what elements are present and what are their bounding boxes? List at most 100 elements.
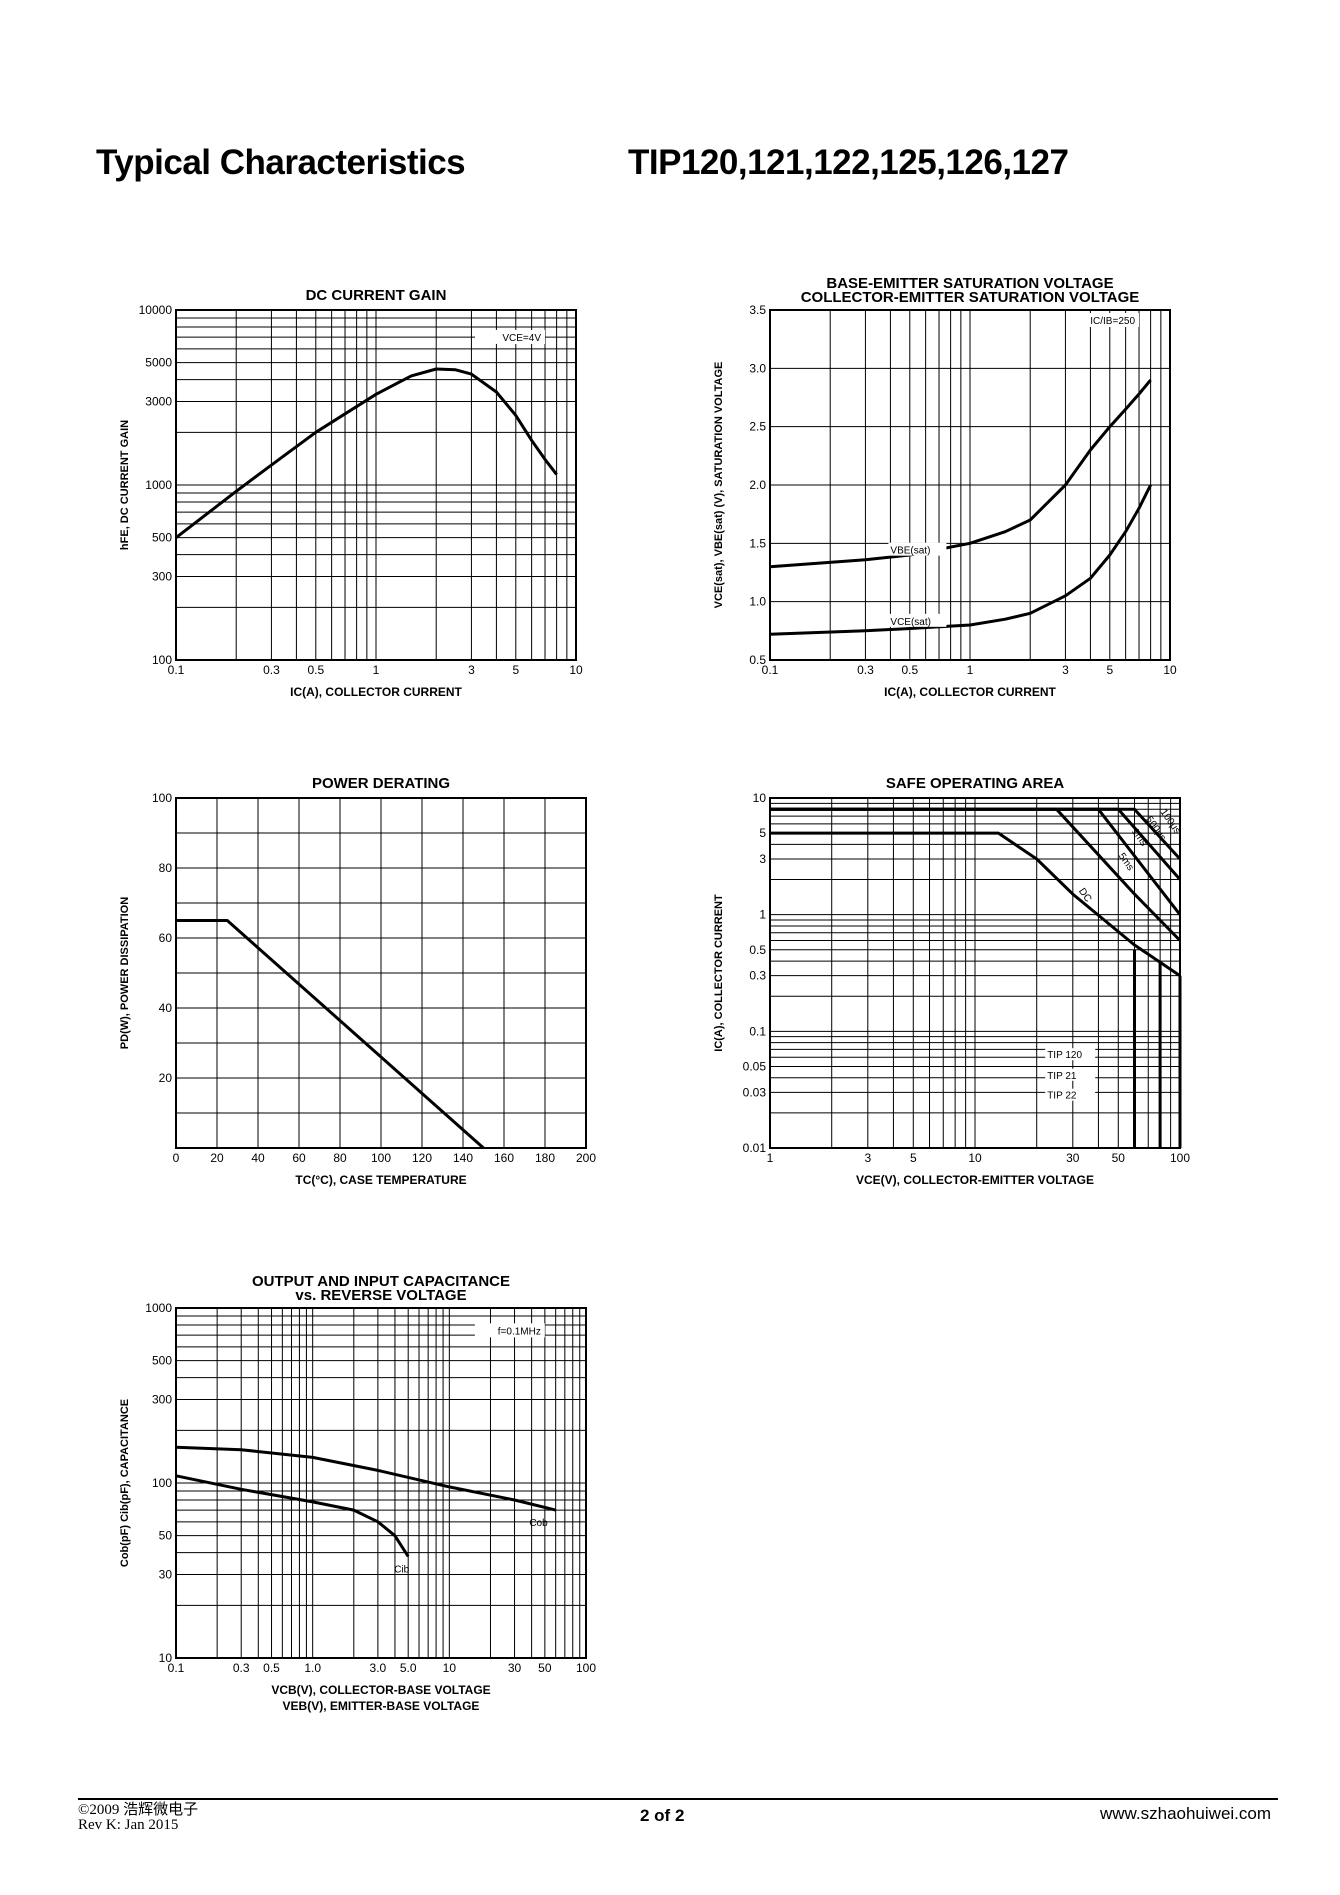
legend-entry: TIP 22: [1047, 1091, 1077, 1102]
y-tick-label: 5: [759, 826, 766, 840]
chart-subtitle: COLLECTOR-EMITTER SATURATION VOLTAGE: [801, 289, 1140, 306]
y-tick-label: 5000: [145, 356, 172, 370]
plot-frame: [769, 309, 1171, 661]
chart-svg: POWER DERATING 0 20 40 60 80 100 120 140 160 180 20…: [119, 775, 596, 1187]
x-tick-label: 1.0: [304, 1661, 321, 1675]
legend-background: [1045, 1048, 1096, 1061]
chart-title: SAFE OPERATING AREA: [886, 775, 1065, 792]
y-tick-label: 1000: [145, 1301, 172, 1315]
y-tick-label: 0.05: [743, 1059, 767, 1073]
chart-annotation: f=0.1MHz: [498, 1326, 541, 1337]
x-tick-label: 40: [251, 1151, 265, 1165]
part-numbers-heading: TIP120,121,122,125,126,127: [628, 143, 1069, 182]
chart-title: DC CURRENT GAIN: [306, 287, 447, 304]
y-tick-label: 0.5: [749, 653, 766, 667]
y-tick-label: 500: [152, 531, 172, 545]
annotation-background: [474, 1323, 545, 1338]
x-axis-label: TC(°C), CASE TEMPERATURE: [295, 1173, 466, 1187]
y-tick-label: 300: [152, 570, 172, 584]
y-tick-label: 10: [753, 791, 767, 805]
series-line-vbe-sat-: [769, 379, 1152, 569]
y-tick-label: 3.0: [749, 361, 766, 375]
capacitance-chart: OUTPUT AND INPUT CAPACITANCE vs. REVERSE …: [96, 1268, 616, 1728]
y-tick-label: 0.03: [743, 1085, 767, 1099]
curve-label: DC: [1076, 886, 1093, 904]
plot-frame: [769, 797, 1181, 1149]
x-axis-label: VCE(V), COLLECTOR-EMITTER VOLTAGE: [856, 1173, 1094, 1187]
y-tick-label: 60: [159, 931, 173, 945]
y-tick-label: 100: [152, 1476, 172, 1490]
x-tick-label: 3: [1062, 663, 1069, 677]
x-tick-label: 160: [494, 1151, 514, 1165]
x-tick-label: 0.5: [307, 663, 324, 677]
dc-current-gain-chart: DC CURRENT GAIN 0.1 0.3 0.5 1 3 5 10 100 300 500 10…: [96, 270, 616, 710]
x-tick-label: 0: [173, 1151, 180, 1165]
x-tick-label: 200: [576, 1151, 596, 1165]
x-axis-label: VCB(V), COLLECTOR-BASE VOLTAGE: [271, 1683, 490, 1697]
chart-subtitle: vs. REVERSE VOLTAGE: [295, 1287, 466, 1304]
x-tick-label: 5: [512, 663, 519, 677]
y-tick-label: 2.0: [749, 478, 766, 492]
chart-title: POWER DERATING: [312, 775, 450, 792]
x-tick-label: 3: [468, 663, 475, 677]
x-tick-label: 60: [292, 1151, 306, 1165]
x-tick-label: 5.0: [400, 1661, 417, 1675]
x-tick-label: 0.3: [857, 663, 874, 677]
x-tick-label: 10: [443, 1661, 457, 1675]
y-tick-label: 2.5: [749, 420, 766, 434]
safe-operating-area-chart: SAFE OPERATING AREA 1 3 5 10 30 50 100 0.01 0.03 0…: [700, 768, 1220, 1218]
chart-title: BASE-EMITTER SATURATION VOLTAGE: [826, 275, 1113, 292]
y-tick-label: 1000: [145, 478, 172, 492]
y-tick-label: 40: [159, 1001, 173, 1015]
x-tick-label: 3.0: [370, 1661, 387, 1675]
x-tick-label: 100: [1170, 1151, 1190, 1165]
series-label: VCE(sat): [890, 617, 931, 628]
x-tick-label: 80: [333, 1151, 347, 1165]
y-tick-label: 500: [152, 1354, 172, 1368]
x-tick-label: 0.3: [233, 1661, 250, 1675]
chart-title: OUTPUT AND INPUT CAPACITANCE: [252, 1273, 510, 1290]
x-tick-label: 1: [373, 663, 380, 677]
y-tick-label: 300: [152, 1393, 172, 1407]
y-tick-label: 100: [152, 791, 172, 805]
saturation-voltage-chart: BASE-EMITTER SATURATION VOLTAGE COLLECTOR…: [700, 270, 1220, 710]
x-tick-label: 0.1: [168, 663, 185, 677]
x-tick-label: 1: [767, 1151, 774, 1165]
series-line-cib: [175, 1474, 410, 1558]
legend-entry: TIP 21: [1047, 1071, 1077, 1082]
y-tick-label: 30: [159, 1568, 173, 1582]
x-tick-label: 0.1: [168, 1661, 185, 1675]
series-line-dc: [770, 831, 1181, 977]
x-tick-label: 10: [569, 663, 583, 677]
chart-svg: BASE-EMITTER SATURATION VOLTAGECOLLECTOR…: [713, 275, 1177, 699]
x-tick-label: 100: [371, 1151, 391, 1165]
website-link[interactable]: www.szhaohuiwei.com: [1100, 1804, 1272, 1823]
y-tick-label: 1: [759, 908, 766, 922]
legend-background: [1045, 1068, 1096, 1081]
curve-label: 1ms: [1129, 827, 1149, 849]
y-tick-label: 1.0: [749, 595, 766, 609]
y-tick-label: 0.01: [743, 1141, 767, 1155]
series-label: VBE(sat): [890, 546, 930, 557]
x-tick-label: 50: [1112, 1151, 1126, 1165]
x-axis-label-secondary: VEB(V), EMITTER-BASE VOLTAGE: [283, 1699, 480, 1713]
x-tick-label: 30: [1066, 1151, 1080, 1165]
y-tick-label: 50: [159, 1529, 173, 1543]
x-tick-label: 1: [967, 663, 974, 677]
x-tick-label: 180: [535, 1151, 555, 1165]
x-tick-label: 0.5: [263, 1661, 280, 1675]
series-line-vce-sat-: [769, 484, 1152, 636]
x-tick-label: 0.3: [263, 663, 280, 677]
series-line-100-s: [770, 807, 1182, 861]
series-label-background: [888, 542, 947, 556]
footer-info: ©2009 浩辉微电子 Rev K: Jan 2015: [78, 1803, 198, 1833]
plot-frame: [175, 1307, 587, 1659]
x-tick-label: 50: [538, 1661, 552, 1675]
series-label: Cib: [394, 1565, 409, 1576]
x-tick-label: 3: [864, 1151, 871, 1165]
x-tick-label: 10: [968, 1151, 982, 1165]
series-label: Cob: [529, 1518, 548, 1529]
x-tick-label: 140: [453, 1151, 473, 1165]
chart-svg: SAFE OPERATING AREA 1 3 5 10 30 50 100 0.01 0.03 0…: [713, 775, 1190, 1187]
